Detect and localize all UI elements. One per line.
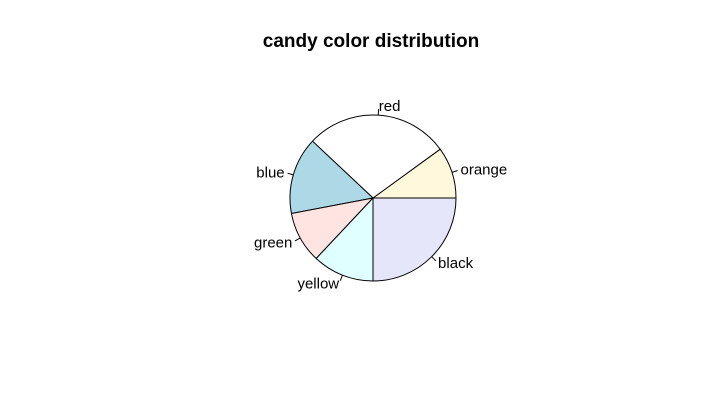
pie-label-yellow: yellow bbox=[297, 276, 339, 293]
pie-slice-blue bbox=[289, 140, 375, 215]
pie-slices bbox=[289, 114, 457, 282]
pie-leader-orange bbox=[451, 170, 458, 173]
pie-slice-red bbox=[311, 114, 441, 199]
pie-label-black: black bbox=[438, 255, 474, 272]
pie-label-blue: blue bbox=[256, 164, 284, 181]
pie-leader-green bbox=[294, 237, 301, 242]
pie-leader-blue bbox=[287, 172, 294, 176]
pie-label-red: red bbox=[379, 98, 401, 115]
pie-slice-black bbox=[372, 197, 457, 282]
chart-title: candy color distribution bbox=[263, 31, 479, 52]
pie-leader-yellow bbox=[339, 274, 343, 281]
pie-label-green: green bbox=[254, 234, 292, 251]
pie-leader-black bbox=[431, 256, 437, 262]
pie-label-orange: orange bbox=[461, 162, 508, 179]
pie-slice-yellow bbox=[315, 196, 374, 282]
pie-labels: orange red blue green yellow black bbox=[254, 98, 507, 292]
